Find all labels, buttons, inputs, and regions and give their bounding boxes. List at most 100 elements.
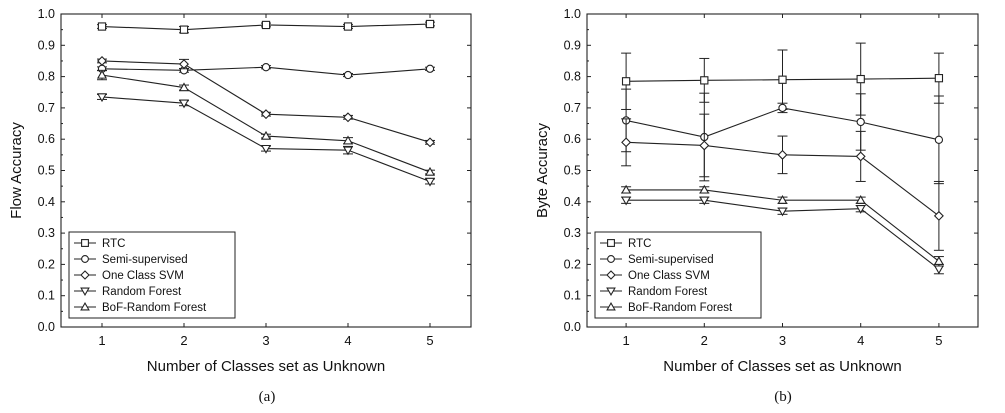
- y-tick-label: 0.2: [38, 257, 55, 271]
- data-point: [621, 184, 632, 194]
- y-tick-label: 0.7: [564, 101, 581, 115]
- legend-label: RTC: [628, 238, 651, 250]
- series-rtc: [97, 19, 435, 34]
- series-semi-supervised: [97, 63, 435, 80]
- series-one-class-svm: [621, 113, 944, 251]
- series-bof-random-forest: [96, 69, 436, 176]
- legend-swatch-marker: [606, 287, 616, 297]
- data-point: [342, 146, 354, 156]
- y-tick-label: 0.4: [564, 195, 581, 209]
- data-point: [933, 210, 944, 221]
- y-axis-label: Flow Accuracy: [8, 122, 25, 219]
- y-tick-label: 0.9: [38, 38, 55, 52]
- legend-label: BoF-Random Forest: [102, 302, 207, 314]
- data-point: [261, 109, 271, 120]
- data-point: [777, 195, 788, 204]
- data-point: [342, 135, 354, 145]
- legend: RTC Semi-supervised One Class SVM Random Fo…: [594, 231, 762, 319]
- byte-accuracy-chart: 0.0 0.1 0.2 0.3 0.4 0.5 0.6 0.7 0.8 0.9 1.0 1 2 3 4 5 Nu…: [534, 7, 979, 405]
- y-tick-label: 0.9: [564, 38, 581, 52]
- x-tick-label: 5: [935, 333, 942, 348]
- y-axis-label: Byte Accuracy: [534, 122, 551, 218]
- data-point: [424, 177, 436, 187]
- y-tick-label: 0.7: [38, 101, 55, 115]
- legend-swatch-marker: [81, 255, 89, 263]
- legend-swatch-marker: [607, 239, 615, 247]
- y-tick-label: 0.3: [38, 226, 55, 240]
- x-tick-label: 2: [701, 333, 708, 348]
- y-tick-label: 1.0: [38, 7, 55, 21]
- y-tick-label: 0.0: [38, 320, 55, 334]
- data-point: [777, 149, 788, 160]
- data-point: [179, 25, 189, 34]
- data-point: [621, 196, 632, 206]
- x-tick-label: 2: [180, 333, 187, 348]
- data-point: [699, 196, 710, 206]
- series-line: [101, 60, 431, 143]
- data-point: [699, 140, 710, 151]
- data-point: [179, 59, 189, 70]
- legend-swatch-marker: [80, 270, 90, 280]
- y-tick-label: 0.3: [564, 226, 581, 240]
- data-point: [343, 22, 353, 31]
- data-point: [855, 151, 866, 162]
- legend-label: One Class SVM: [628, 270, 710, 282]
- y-tick-label: 0.5: [564, 164, 581, 178]
- data-point: [425, 19, 435, 29]
- legend-label: Semi-supervised: [102, 254, 188, 266]
- y-tick-label: 0.8: [564, 70, 581, 84]
- legend-swatch-marker: [606, 301, 616, 311]
- y-tick-label: 0.5: [38, 164, 55, 178]
- x-tick-label: 4: [344, 333, 351, 348]
- data-point: [856, 117, 865, 127]
- legend-swatch-marker: [81, 239, 89, 247]
- legend: RTC Semi-supervised One Class SVM Random Fo…: [68, 231, 236, 319]
- data-point: [178, 82, 190, 92]
- x-tick-label: 1: [98, 333, 105, 348]
- x-tick-label: 1: [622, 333, 629, 348]
- y-tick-label: 0.0: [564, 320, 581, 334]
- x-tick-label: 4: [857, 333, 864, 348]
- data-point: [343, 112, 353, 123]
- data-point: [424, 166, 436, 176]
- x-tick-label: 5: [426, 333, 433, 348]
- series-one-class-svm: [97, 55, 435, 148]
- legend-label: Semi-supervised: [628, 254, 714, 266]
- data-point: [778, 103, 787, 113]
- data-point: [260, 130, 272, 140]
- data-point: [97, 22, 107, 31]
- legend-box: [68, 231, 236, 319]
- data-point: [621, 137, 632, 148]
- legend-label: BoF-Random Forest: [628, 302, 733, 314]
- data-point: [856, 74, 865, 84]
- data-point: [933, 265, 944, 275]
- data-point: [260, 144, 272, 154]
- y-tick-label: 0.4: [38, 195, 55, 209]
- figure-caption: (a): [259, 389, 276, 405]
- data-point: [261, 20, 271, 30]
- legend-box: [594, 231, 762, 319]
- data-point: [855, 195, 866, 204]
- series-line: [101, 74, 431, 173]
- y-tick-label: 0.6: [38, 132, 55, 146]
- series-random-forest: [96, 93, 436, 187]
- data-point: [934, 74, 944, 83]
- figure-caption: (b): [774, 389, 792, 405]
- data-point: [621, 77, 631, 86]
- x-axis-label: Number of Classes set as Unknown: [663, 358, 901, 375]
- data-point: [261, 63, 271, 72]
- series-bof-random-forest: [621, 184, 944, 267]
- y-tick-label: 0.1: [38, 289, 55, 303]
- data-point: [343, 70, 353, 80]
- data-point: [934, 135, 944, 144]
- data-point: [777, 207, 788, 217]
- legend-label: RTC: [102, 238, 125, 250]
- y-tick-label: 0.1: [564, 289, 581, 303]
- data-point: [96, 93, 108, 103]
- data-point: [778, 75, 787, 84]
- series-random-forest: [621, 196, 944, 275]
- y-tick-label: 0.2: [564, 257, 581, 271]
- legend-swatch-marker: [606, 270, 616, 280]
- legend-swatch-marker: [80, 301, 90, 311]
